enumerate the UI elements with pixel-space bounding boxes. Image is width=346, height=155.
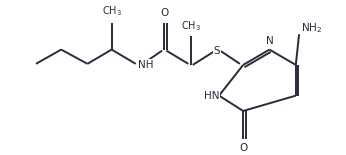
Text: NH$_2$: NH$_2$ [301, 21, 322, 35]
Text: CH$_3$: CH$_3$ [102, 4, 121, 18]
Text: N: N [266, 36, 273, 46]
Text: O: O [160, 8, 169, 18]
Text: O: O [239, 143, 247, 153]
Text: CH$_3$: CH$_3$ [181, 19, 201, 33]
Text: NH: NH [138, 60, 154, 70]
Text: S: S [213, 46, 220, 56]
Text: HN: HN [203, 91, 219, 101]
